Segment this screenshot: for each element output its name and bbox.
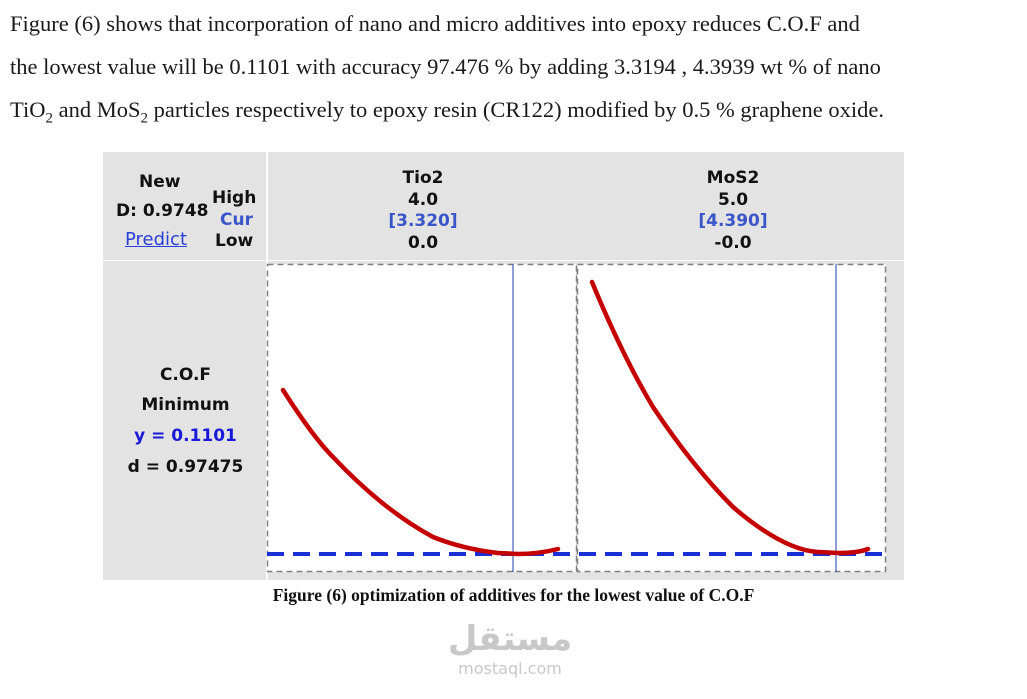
high-label: High: [212, 188, 257, 208]
plot-canvas: [266, 263, 887, 573]
optimization-plot-figure: New D: 0.9748 Predict High Cur Low Tio2 …: [103, 152, 904, 580]
predict-link[interactable]: Predict: [125, 229, 187, 250]
paragraph-line-1: Figure (6) shows that incorporation of n…: [10, 11, 860, 36]
header-divider: [103, 260, 904, 261]
paragraph-line-3-part-a: TiO: [10, 97, 46, 122]
composite-desirability: D: 0.9748: [116, 201, 209, 221]
factor-tio2-current: [3.320]: [388, 211, 458, 231]
paragraph-line-3-part-b: and MoS: [52, 97, 141, 122]
response-name: C.O.F: [159, 365, 212, 385]
new-label: New: [139, 172, 181, 192]
response-predicted-y: y = 0.1101: [134, 426, 237, 446]
factor-tio2-high: 4.0: [407, 190, 439, 210]
subscript-2-tio2: 2: [45, 110, 53, 127]
mos2-panel-background: [577, 264, 886, 572]
tio2-panel-border: [266, 263, 578, 573]
cur-label: Cur: [220, 210, 253, 230]
figure-caption: Figure (6) optimization of additives for…: [272, 585, 755, 605]
factor-mos2-current: [4.390]: [698, 211, 768, 231]
factor-mos2-low: -0.0: [714, 233, 752, 253]
watermark-latin-text: mostaql.com: [458, 659, 562, 678]
tio2-response-curve: [280, 387, 561, 557]
mos2-response-curve: [589, 279, 871, 556]
watermark-arabic-text: مستقل: [447, 619, 573, 659]
mos2-panel-border: [576, 263, 887, 573]
response-goal: Minimum: [141, 395, 230, 415]
intro-paragraph: Figure (6) shows that incorporation of n…: [10, 2, 1025, 141]
factor-tio2-name: Tio2: [402, 168, 444, 188]
paragraph-line-3-part-c: particles respectively to epoxy resin (C…: [147, 97, 885, 122]
factor-mos2-high: 5.0: [717, 190, 749, 210]
low-label: Low: [215, 231, 254, 251]
subscript-2-mos2: 2: [140, 110, 148, 127]
paragraph-line-3: TiO2 and MoS2 particles respectively to …: [10, 88, 1025, 141]
response-desirability: d = 0.97475: [127, 457, 244, 477]
paragraph-line-2: the lowest value will be 0.1101 with acc…: [10, 54, 881, 79]
watermark: مستقل mostaql.com: [440, 618, 580, 678]
factor-tio2-low: 0.0: [407, 233, 439, 253]
tio2-panel-background: [266, 264, 576, 572]
factor-mos2-name: MoS2: [706, 168, 760, 188]
